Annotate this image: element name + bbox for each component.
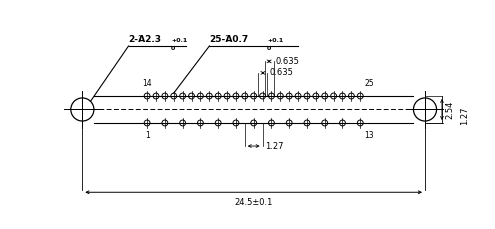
Text: 1.27: 1.27 — [265, 142, 283, 150]
Text: 0: 0 — [171, 46, 175, 51]
Text: 24.5±0.1: 24.5±0.1 — [235, 198, 273, 207]
Text: 1.27: 1.27 — [460, 107, 469, 125]
Text: 0.635: 0.635 — [270, 68, 294, 77]
Text: 0: 0 — [267, 46, 271, 51]
Text: +0.1: +0.1 — [171, 38, 187, 43]
Text: 2.54: 2.54 — [446, 100, 455, 119]
Text: 25-Ά0.7: 25-Ά0.7 — [209, 35, 248, 44]
Text: 1: 1 — [145, 131, 149, 140]
Text: 0.635: 0.635 — [276, 57, 299, 66]
Text: 2-Ά2.3: 2-Ά2.3 — [129, 35, 161, 44]
Text: 14: 14 — [142, 79, 152, 88]
Text: 13: 13 — [364, 131, 374, 140]
Text: 25: 25 — [364, 79, 374, 88]
Text: +0.1: +0.1 — [267, 38, 284, 43]
